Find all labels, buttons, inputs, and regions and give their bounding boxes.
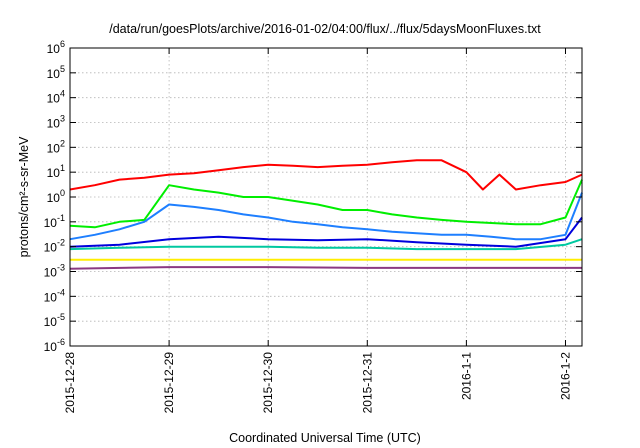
grid — [69, 47, 582, 347]
y-axis-label: protons/cm²-s-sr-MeV — [17, 136, 31, 258]
y-tick-label: 10-6 — [44, 337, 65, 354]
y-tick-label: 100 — [47, 188, 65, 205]
x-tick-label: 2015-12-31 — [360, 352, 374, 414]
y-tick-label: 10-2 — [44, 238, 65, 255]
series-line-5 — [69, 238, 583, 251]
y-tick-label: 103 — [47, 114, 65, 131]
x-tick-label: 2015-12-29 — [162, 352, 176, 414]
y-axis: 10-6 10-5 10-4 10-3 10-2 10-1 100 101 102 103 104 1… — [44, 39, 582, 354]
series-line-7 — [69, 266, 582, 270]
y-tick-label: 10-4 — [44, 287, 65, 304]
y-tick-label: 10-5 — [44, 312, 65, 329]
y-tick-label: 106 — [47, 39, 65, 56]
x-axis: 2015-12-28 2015-12-29 2015-12-30 2015-12-31… — [63, 48, 572, 413]
chart-title: /data/run/goesPlots/archive/2016-01-02/0… — [109, 22, 541, 36]
y-tick-label: 10-1 — [44, 213, 65, 230]
y-tick-label: 104 — [47, 89, 65, 106]
y-tick-label: 102 — [47, 138, 65, 155]
x-tick-label: 2016-1-2 — [558, 352, 572, 400]
y-tick-label: 10-3 — [44, 263, 65, 280]
series-line-2 — [69, 179, 583, 229]
series-line-4 — [69, 216, 583, 248]
series-line-3 — [69, 192, 583, 241]
series-lines — [69, 159, 583, 270]
x-tick-label: 2015-12-30 — [261, 352, 275, 414]
x-tick-label: 2016-1-1 — [459, 352, 473, 400]
x-tick-label: 2015-12-28 — [63, 352, 77, 414]
x-axis-label: Coordinated Universal Time (UTC) — [229, 431, 421, 445]
series-line-1 — [69, 159, 583, 191]
y-tick-label: 101 — [47, 163, 65, 180]
y-tick-label: 105 — [47, 64, 65, 81]
